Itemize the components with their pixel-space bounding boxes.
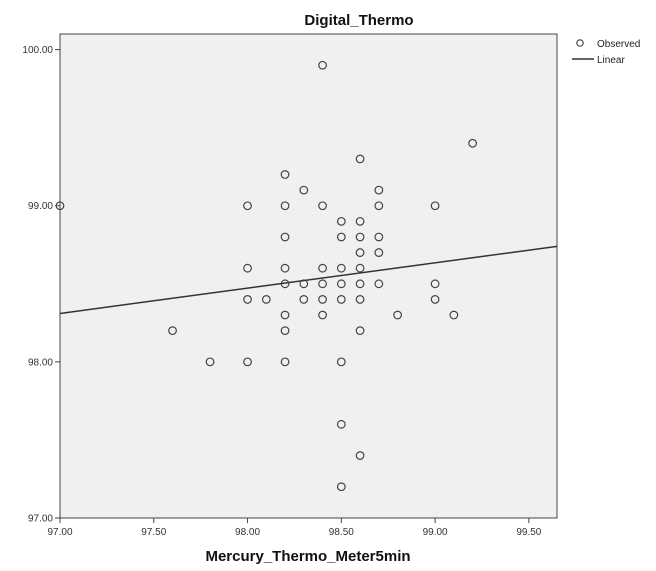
y-tick-label: 100.00	[22, 45, 53, 56]
observed-point	[336, 482, 346, 492]
observed-point	[261, 295, 271, 304]
observed-point	[280, 263, 290, 273]
observed-point	[374, 232, 384, 242]
observed-point	[374, 185, 384, 195]
observed-point	[355, 216, 365, 226]
x-tick-label: 98.00	[235, 527, 260, 538]
legend-linear-label: Linear	[597, 55, 625, 66]
observed-point	[336, 216, 346, 226]
observed-point	[318, 295, 327, 304]
observed-points	[55, 60, 478, 492]
observed-point	[393, 310, 402, 320]
observed-point	[280, 201, 290, 211]
observed-point	[299, 295, 309, 304]
observed-point	[243, 295, 252, 304]
observed-point	[318, 310, 327, 320]
legend-observed-label: Observed	[597, 39, 640, 50]
chart-title: Digital_Thermo	[304, 12, 413, 29]
y-tick-label: 99.00	[28, 201, 53, 212]
observed-point	[243, 201, 252, 211]
observed-point	[318, 279, 327, 289]
observed-point	[430, 201, 440, 211]
observed-point	[336, 357, 346, 367]
observed-point	[430, 279, 440, 289]
observed-point	[243, 263, 252, 273]
observed-point	[280, 326, 290, 336]
observed-point	[355, 232, 365, 242]
observed-point	[336, 263, 346, 273]
observed-point	[336, 295, 346, 304]
observed-point	[374, 201, 384, 211]
x-axis-label: Mercury_Thermo_Meter5min	[205, 548, 410, 565]
observed-point	[318, 60, 327, 70]
observed-point	[243, 357, 252, 367]
x-axis: 97.00 97.50 98.00 98.50 99.00 99.50	[47, 518, 542, 538]
observed-point	[374, 248, 384, 257]
x-tick-label: 97.50	[141, 527, 166, 538]
linear-fit-segment	[59, 245, 558, 315]
observed-point	[355, 326, 365, 336]
observed-point	[318, 263, 327, 273]
legend: Observed Linear	[572, 39, 640, 66]
observed-point	[336, 419, 346, 429]
y-tick-label: 98.00	[28, 357, 53, 368]
x-tick-label: 99.00	[423, 527, 448, 538]
x-tick-label: 97.00	[47, 527, 72, 538]
observed-point	[280, 232, 290, 242]
observed-point	[355, 279, 365, 289]
observed-point	[355, 451, 365, 460]
observed-point	[449, 310, 459, 320]
observed-point	[355, 248, 365, 257]
x-tick-label: 99.50	[516, 527, 541, 538]
observed-point	[168, 326, 177, 336]
observed-point	[336, 279, 346, 289]
observed-point	[374, 279, 384, 289]
observed-point	[355, 263, 365, 273]
observed-point	[205, 357, 215, 367]
observed-point	[430, 295, 440, 304]
observed-point	[280, 170, 290, 179]
plot-area	[59, 33, 558, 519]
observed-point	[299, 185, 309, 195]
y-axis: 97.00 98.00 99.00 100.00	[22, 45, 60, 525]
legend-observed-marker	[576, 39, 584, 47]
observed-point	[468, 138, 478, 148]
y-tick-label: 97.00	[28, 514, 53, 525]
linear-fit-line	[59, 245, 558, 315]
observed-point	[336, 232, 346, 242]
x-tick-label: 98.50	[329, 527, 354, 538]
observed-point	[318, 201, 327, 211]
observed-point	[355, 154, 365, 164]
observed-point	[280, 357, 290, 367]
observed-point	[280, 310, 290, 320]
observed-point	[55, 201, 65, 211]
observed-point	[355, 295, 365, 304]
